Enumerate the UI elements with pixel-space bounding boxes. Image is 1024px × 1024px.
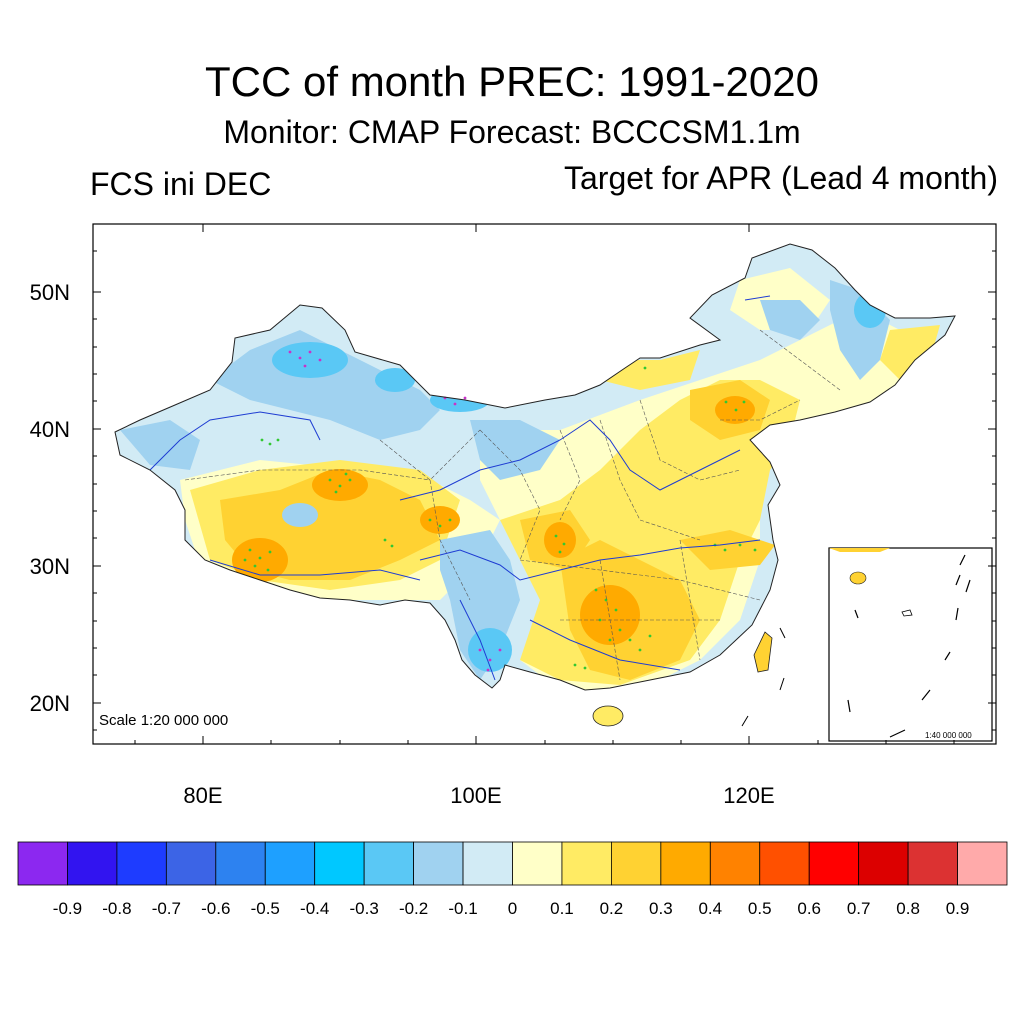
colorbar-tick-label: 0.1 bbox=[550, 899, 574, 918]
province-boundaries bbox=[184, 329, 841, 681]
significance-dots-negative bbox=[288, 350, 502, 672]
scale-label: Scale 1:20 000 000 bbox=[99, 712, 228, 729]
colorbar-tick-label: -0.7 bbox=[152, 899, 181, 918]
colorbar-swatch bbox=[314, 841, 365, 886]
colorbar-swatch bbox=[462, 841, 513, 886]
colorbar-swatch bbox=[512, 841, 563, 886]
south-china-sea-inset: 1:40 000 000 bbox=[828, 547, 993, 742]
colorbar-swatch bbox=[759, 841, 810, 886]
lat-label-20n: 20N bbox=[30, 691, 70, 716]
lat-label-50n: 50N bbox=[30, 280, 70, 305]
axis-ticks bbox=[93, 224, 996, 744]
colorbar-tick-label: -0.2 bbox=[399, 899, 428, 918]
colorbar-tick-label: -0.6 bbox=[201, 899, 230, 918]
colorbar-swatch bbox=[858, 841, 909, 886]
colorbar-tick-label: 0.7 bbox=[847, 899, 871, 918]
colorbar-tick-label: 0.3 bbox=[649, 899, 673, 918]
colorbar-swatch bbox=[413, 841, 464, 886]
lon-label-80e: 80E bbox=[183, 783, 222, 808]
colorbar-tick-label: -0.5 bbox=[251, 899, 280, 918]
sea-boundary-marks bbox=[741, 627, 786, 727]
colorbar-swatch bbox=[611, 841, 662, 886]
lon-label-100e: 100E bbox=[450, 783, 501, 808]
colorbar-tick-label: -0.1 bbox=[448, 899, 477, 918]
colorbar-swatch bbox=[264, 841, 316, 886]
colorbar-swatch bbox=[363, 841, 414, 886]
colorbar-swatch bbox=[709, 841, 761, 886]
colorbar-swatch bbox=[907, 841, 958, 886]
colorbar-tick-label: 0.8 bbox=[896, 899, 920, 918]
colorbar-labels: -0.9 -0.8 -0.7 -0.6 -0.5 -0.4 -0.3 -0.2 -0.1 0 0.1… bbox=[53, 899, 970, 918]
colorbar-swatch bbox=[808, 841, 860, 886]
colorbar-tick-label: 0.4 bbox=[698, 899, 722, 918]
colorbar-swatch bbox=[17, 841, 68, 886]
rivers bbox=[149, 295, 771, 681]
colorbar-tick-label: -0.8 bbox=[102, 899, 131, 918]
lon-label-120e: 120E bbox=[723, 783, 774, 808]
hainan-island bbox=[592, 705, 624, 727]
colorbar-swatch bbox=[957, 841, 1008, 886]
map-title: TCC of month PREC: 1991-2020 bbox=[205, 58, 819, 105]
longitude-labels: 80E 100E 120E bbox=[183, 783, 774, 808]
colorbar-tick-label: 0 bbox=[508, 899, 517, 918]
colorbar-swatch bbox=[561, 841, 612, 886]
taiwan-island bbox=[753, 631, 773, 673]
lat-label-30n: 30N bbox=[30, 554, 70, 579]
colorbar-tick-label: -0.9 bbox=[53, 899, 82, 918]
colorbar bbox=[17, 841, 1008, 886]
colorbar-swatch bbox=[165, 841, 217, 886]
colorbar-swatch bbox=[215, 841, 266, 886]
colorbar-tick-label: 0.2 bbox=[600, 899, 624, 918]
colorbar-tick-label: 0.6 bbox=[797, 899, 821, 918]
lat-label-40n: 40N bbox=[30, 417, 70, 442]
colorbar-tick-label: -0.4 bbox=[300, 899, 329, 918]
colorbar-swatch bbox=[116, 841, 167, 886]
colorbar-swatch bbox=[660, 841, 711, 886]
latitude-labels: 50N 40N 30N 20N bbox=[30, 280, 70, 716]
init-label: FCS ini DEC bbox=[90, 166, 272, 202]
colorbar-tick-label: -0.3 bbox=[350, 899, 379, 918]
colorbar-swatch bbox=[67, 841, 118, 886]
colorbar-tick-label: 0.9 bbox=[946, 899, 970, 918]
colorbar-tick-label: 0.5 bbox=[748, 899, 772, 918]
map-subtitle: Monitor: CMAP Forecast: BCCCSM1.1m bbox=[223, 114, 801, 150]
inset-scale-label: 1:40 000 000 bbox=[925, 731, 972, 740]
target-label: Target for APR (Lead 4 month) bbox=[564, 160, 998, 196]
